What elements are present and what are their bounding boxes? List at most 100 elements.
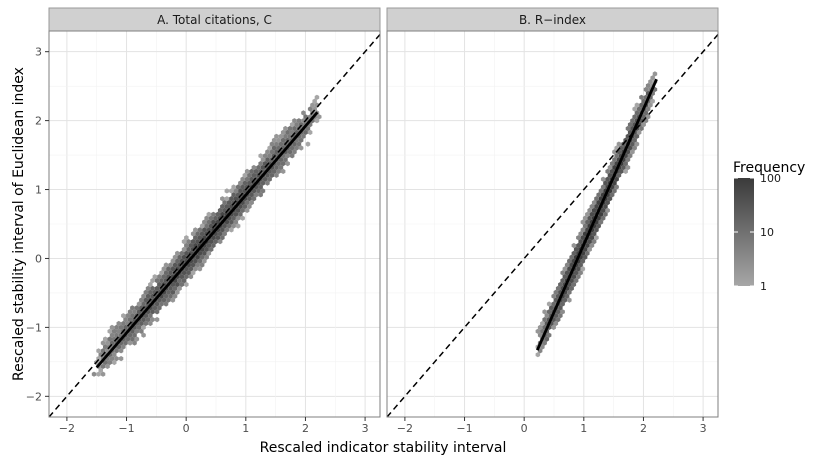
hexbin	[576, 242, 581, 249]
hexbin	[625, 133, 631, 139]
hexbin	[179, 250, 185, 256]
hexbin	[193, 266, 198, 272]
panel-b: B. R−index	[386, 7, 719, 418]
hexbin	[215, 219, 221, 225]
hexbin	[175, 250, 180, 256]
hexbin	[188, 242, 194, 249]
x-tick-label: −1	[456, 422, 472, 435]
hexbin	[578, 270, 583, 276]
hexbin	[612, 164, 617, 171]
hexbin	[645, 106, 651, 112]
hexbin	[186, 270, 191, 276]
hexbin	[587, 239, 592, 245]
hexbin	[540, 320, 545, 327]
hexbin	[100, 340, 106, 346]
hexbin	[648, 102, 653, 108]
hexbin	[587, 207, 592, 213]
hexbin	[305, 125, 311, 132]
hexbin	[150, 317, 155, 323]
hexbin	[186, 246, 191, 252]
hexbin	[578, 231, 583, 237]
hexbin	[287, 149, 293, 155]
hexbin	[224, 203, 230, 210]
hexbin	[121, 313, 126, 319]
hexbin	[166, 289, 171, 295]
hexbin	[540, 328, 545, 334]
hexbin	[612, 149, 617, 155]
hexbin	[558, 305, 563, 311]
hexbin	[596, 223, 601, 229]
y-tick-label: −1	[26, 321, 42, 334]
strip-a-title: A. Total citations, C	[157, 13, 272, 27]
hexbin	[276, 161, 281, 167]
hexbin	[240, 184, 245, 190]
hexbin	[161, 274, 167, 280]
hexbin	[170, 281, 176, 288]
hexbin	[591, 200, 597, 206]
hexbin	[582, 246, 588, 252]
hexbin	[542, 317, 547, 323]
hexbin	[202, 227, 207, 233]
x-tick-label: 0	[521, 422, 528, 435]
hexbin	[247, 203, 252, 210]
hexbin	[276, 137, 281, 143]
hexbin	[193, 227, 198, 233]
hexbin	[231, 192, 236, 198]
hexbin	[206, 211, 212, 217]
hexbin	[184, 266, 189, 272]
hexbin	[132, 332, 137, 338]
hexbin	[596, 200, 601, 206]
hexbin	[603, 180, 608, 186]
hexbin	[103, 359, 108, 366]
hexbin	[224, 219, 230, 225]
y-tick-label: 3	[35, 46, 42, 59]
hexbin	[204, 223, 209, 229]
hexbin	[251, 164, 257, 171]
hexbin	[197, 227, 203, 233]
hexbin	[600, 184, 606, 190]
hexbin	[258, 184, 263, 190]
hexbin	[244, 200, 250, 206]
hexbin	[571, 274, 577, 280]
hexbin	[274, 133, 279, 139]
hexbin	[222, 223, 227, 229]
hexbin	[582, 215, 588, 221]
hexbin	[285, 129, 290, 135]
hexbin	[121, 344, 126, 350]
hexbin	[569, 285, 574, 291]
hexbin	[625, 157, 631, 163]
hexbin	[143, 320, 149, 327]
hexbin	[612, 180, 617, 186]
hexbin	[195, 262, 200, 268]
hexbin	[139, 320, 144, 327]
hexbin	[121, 320, 126, 327]
hexbin	[181, 246, 187, 252]
hexbin	[627, 153, 633, 159]
hexbin	[208, 246, 214, 252]
hexbin	[316, 114, 322, 120]
hexbin	[278, 157, 284, 163]
hexbin	[591, 239, 597, 245]
hexbin	[600, 176, 606, 182]
hexbin	[141, 324, 146, 330]
hexbin	[285, 153, 290, 159]
hexbin	[238, 180, 243, 186]
hexbin	[211, 219, 216, 225]
hexbin	[148, 313, 153, 319]
hexbin	[150, 309, 155, 315]
hexbin	[98, 367, 103, 373]
hexbin	[280, 168, 286, 174]
hexbin	[578, 239, 583, 245]
hexbin	[222, 231, 227, 237]
hexbin	[551, 324, 556, 330]
hexbin	[630, 149, 635, 155]
hexbin	[283, 157, 288, 163]
hexbin	[605, 200, 610, 206]
hexbin	[184, 250, 189, 256]
hexbin	[535, 352, 541, 358]
hexbin	[238, 211, 243, 217]
hexbin	[265, 149, 270, 155]
hexbin	[283, 125, 288, 132]
hexbin	[562, 266, 568, 272]
hexbin	[280, 129, 286, 135]
